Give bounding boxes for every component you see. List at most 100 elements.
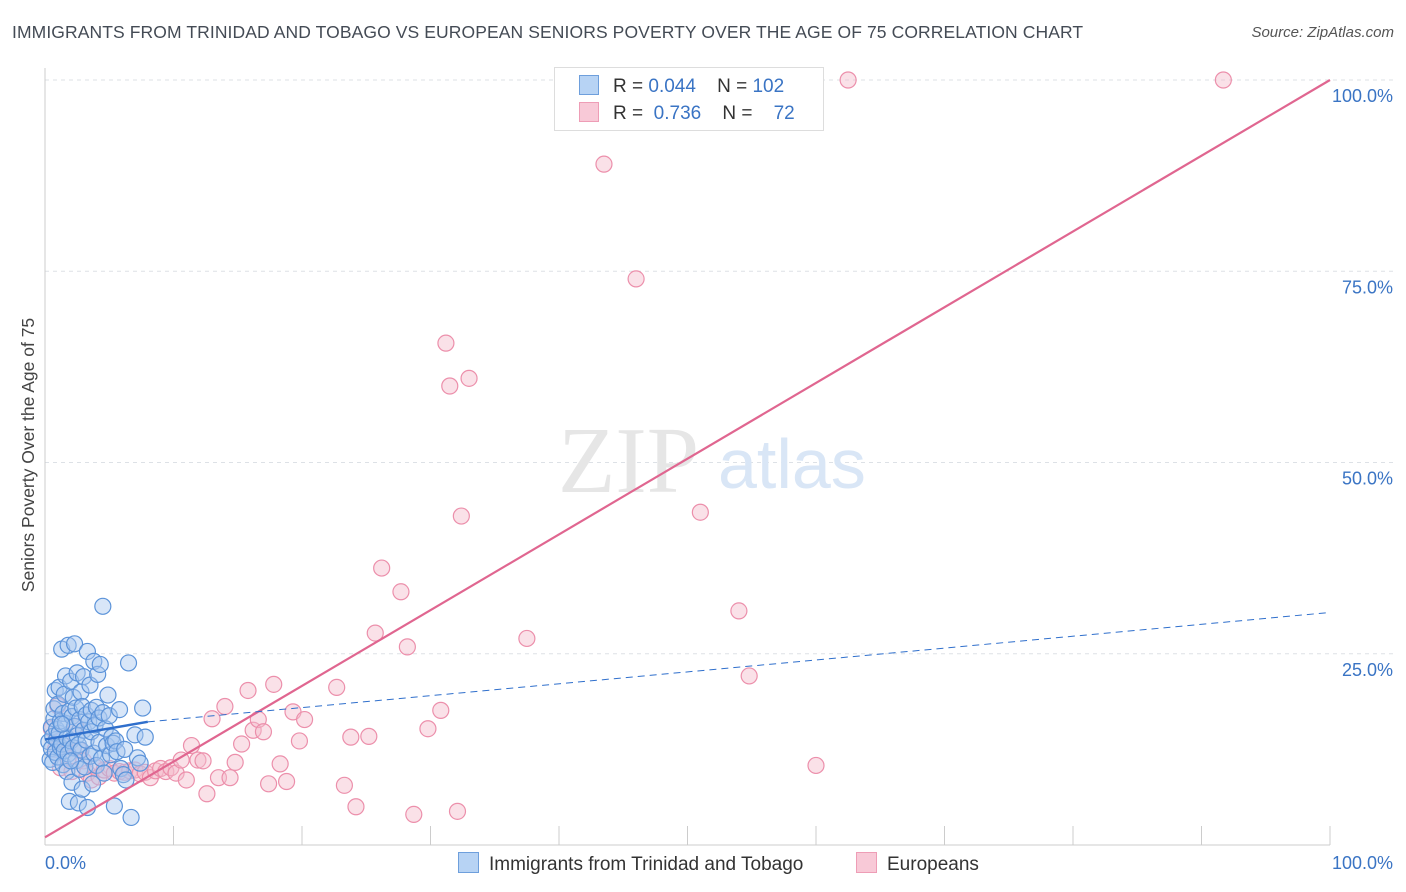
europeans-point bbox=[419, 720, 437, 738]
pink-swatch bbox=[856, 852, 877, 873]
europeans-point bbox=[460, 369, 478, 387]
r-label: R = bbox=[613, 103, 644, 124]
trinidad-tobago-point bbox=[94, 597, 112, 615]
trinidad-tobago-point bbox=[110, 700, 129, 719]
trinidad-tobago-point bbox=[100, 707, 118, 725]
europeans-point bbox=[221, 769, 239, 787]
europeans-point bbox=[441, 377, 459, 395]
grid-lines bbox=[45, 79, 1395, 655]
trinidad-tobago-point bbox=[78, 642, 97, 661]
trinidad-trend-line-extended bbox=[147, 611, 1331, 723]
europeans-point bbox=[392, 583, 410, 601]
trinidad-tobago-point bbox=[119, 654, 138, 672]
r-label: R = bbox=[613, 76, 644, 97]
europeans-point bbox=[839, 71, 857, 89]
trinidad-tobago-point bbox=[116, 740, 134, 758]
europeans-point bbox=[432, 701, 450, 719]
axes bbox=[44, 68, 1331, 846]
europeans-trend-line bbox=[44, 79, 1331, 839]
series-name: Europeans bbox=[887, 854, 979, 875]
series-legend-europeans: Europeans bbox=[856, 852, 979, 876]
europeans-point bbox=[595, 155, 613, 173]
europeans-point bbox=[290, 732, 309, 750]
trend-lines bbox=[44, 79, 1331, 839]
n-value: 72 bbox=[773, 103, 795, 124]
chart-title: IMMIGRANTS FROM TRINIDAD AND TOBAGO VS E… bbox=[12, 22, 1084, 42]
trinidad-tobago-point bbox=[131, 754, 149, 772]
europeans-point bbox=[437, 334, 455, 352]
trinidad-tobago-point bbox=[91, 655, 109, 674]
europeans-point bbox=[452, 507, 470, 525]
n-label: N = bbox=[717, 76, 748, 97]
x-tick-label: 100.0% bbox=[1332, 853, 1393, 873]
europeans-point bbox=[226, 753, 244, 771]
europeans-point bbox=[691, 503, 709, 521]
legend-row-trinidad: R = 0.044 N = 102 bbox=[579, 75, 784, 101]
europeans-point bbox=[807, 756, 825, 775]
trinidad-trend-line bbox=[44, 720, 149, 741]
europeans-point bbox=[1214, 71, 1232, 89]
r-value: 0.044 bbox=[648, 76, 696, 97]
trinidad-tobago-point bbox=[99, 686, 117, 704]
trinidad-tobago-point bbox=[122, 808, 140, 827]
trinidad-tobago-point bbox=[69, 794, 88, 812]
watermark: ZIP atlas bbox=[558, 409, 866, 513]
trinidad-tobago-point bbox=[59, 636, 77, 654]
europeans-point bbox=[203, 710, 221, 728]
trinidad-tobago-point bbox=[62, 752, 80, 770]
europeans-point bbox=[239, 681, 257, 700]
tick-labels: 25.0% 50.0% 75.0% 100.0% 0.0% 100.0% bbox=[45, 86, 1393, 873]
blue-swatch bbox=[458, 852, 479, 873]
europeans-point bbox=[740, 667, 758, 685]
europeans-point bbox=[398, 638, 416, 656]
trinidad-tobago-point bbox=[134, 699, 152, 717]
x-tick-label: 0.0% bbox=[45, 853, 86, 873]
europeans-point bbox=[198, 785, 216, 803]
europeans-point bbox=[328, 678, 346, 697]
europeans-point bbox=[216, 697, 234, 716]
europeans-point bbox=[347, 798, 365, 816]
europeans-point bbox=[271, 755, 289, 773]
legend-row-europeans: R = 0.736 N = 72 bbox=[579, 102, 795, 128]
source-label: Source: ZipAtlas.com bbox=[1251, 24, 1394, 41]
europeans-point bbox=[366, 624, 384, 642]
trinidad-tobago-point bbox=[83, 775, 102, 793]
europeans-point bbox=[254, 723, 273, 741]
europeans-point bbox=[518, 629, 536, 648]
n-value: 102 bbox=[752, 76, 785, 97]
europeans-point bbox=[360, 727, 378, 745]
trinidad-tobago-point bbox=[126, 726, 144, 744]
europeans-point bbox=[233, 735, 251, 753]
blue-swatch bbox=[579, 75, 599, 95]
trinidad-tobago-point bbox=[89, 665, 107, 684]
y-tick-label: 25.0% bbox=[1342, 660, 1393, 680]
europeans-point bbox=[167, 764, 185, 782]
europeans-point bbox=[259, 775, 278, 793]
trinidad-tobago-point bbox=[73, 697, 91, 716]
europeans-point bbox=[295, 710, 314, 729]
europeans-point bbox=[627, 270, 645, 288]
y-tick-label: 50.0% bbox=[1342, 469, 1393, 489]
pink-swatch bbox=[579, 102, 599, 122]
europeans-point bbox=[172, 751, 190, 769]
europeans-point bbox=[373, 559, 391, 577]
europeans-point bbox=[448, 802, 467, 820]
europeans-point bbox=[405, 805, 423, 824]
trinidad-tobago-point bbox=[136, 728, 154, 746]
trinidad-tobago-point bbox=[73, 780, 91, 798]
europeans-point bbox=[730, 602, 748, 620]
europeans-point bbox=[177, 771, 195, 789]
europeans-point bbox=[335, 776, 354, 794]
y-axis-label: Seniors Poverty Over the Age of 75 bbox=[18, 318, 38, 592]
trinidad-tobago-point bbox=[65, 635, 84, 653]
europeans-point bbox=[194, 752, 212, 770]
europeans-point bbox=[342, 728, 360, 746]
europeans-point bbox=[265, 675, 283, 693]
europeans-point bbox=[189, 751, 207, 769]
series-name: Immigrants from Trinidad and Tobago bbox=[489, 854, 804, 875]
series-legend-trinidad: Immigrants from Trinidad and Tobago bbox=[458, 852, 803, 876]
y-tick-label: 100.0% bbox=[1332, 86, 1393, 106]
europeans-point bbox=[277, 772, 296, 791]
y-tick-label: 75.0% bbox=[1342, 277, 1393, 297]
